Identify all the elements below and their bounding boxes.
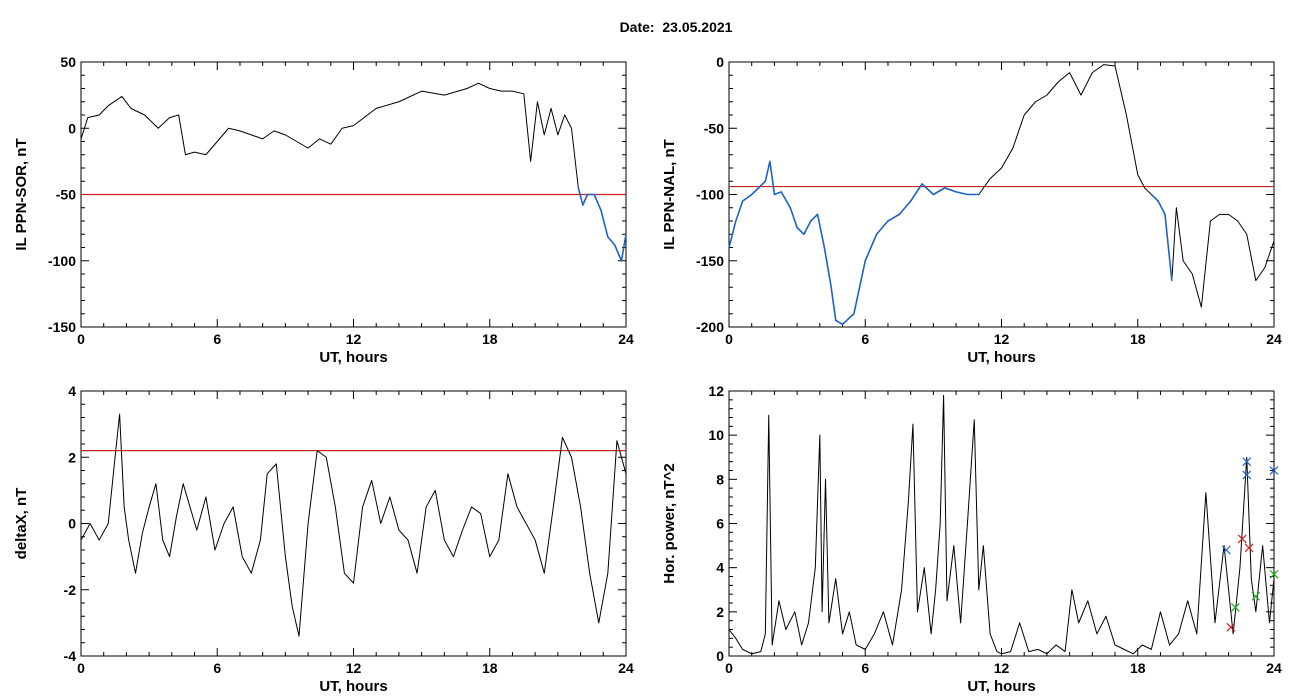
deltax-y-tick-label: -4 [64,648,77,664]
deltax-x-tick-label: 12 [346,660,362,676]
marker-stroke [1244,543,1254,553]
nal-highlight-segment [1150,193,1173,281]
deltax-y-tick-label: -2 [64,582,77,598]
nal-x-tick-label: 24 [1266,331,1282,347]
power-x-tick-label: 12 [994,660,1010,676]
marker-stroke [1237,534,1247,544]
power-marker-red [1237,534,1247,544]
nal-chart: 0 6 12 18 24 0 -50 -100 -150 -200 UT, hours IL PPN-… [661,54,1282,366]
nal-y-tick-label: 0 [716,54,724,70]
sor-y-axis-label: IL PPN-SOR, nT [13,138,30,250]
sor-y-tick-label: -50 [56,187,76,203]
power-marker-blue [1269,466,1279,475]
sor-y-tick-label: -100 [48,253,76,269]
sor-x-tick-label: 6 [213,331,221,347]
nal-series-line [728,64,1275,325]
power-chart: 0 6 12 18 24 12 10 8 6 4 2 0 UT, hours Hor. power, nT… [661,383,1282,695]
power-x-tick-label: 18 [1130,660,1146,676]
power-marker-blue [1221,545,1231,555]
marker-stroke [1230,602,1240,612]
sor-chart: 0 6 12 18 24 50 0 -50 -100 -150 UT, hours IL PPN-SO… [13,54,634,366]
deltax-y-tick-label: 4 [68,383,76,399]
power-series-line [728,394,1275,655]
power-y-tick-label: 10 [708,427,724,443]
sor-x-tick-label: 0 [77,331,85,347]
sor-x-tick-label: 18 [482,331,498,347]
deltax-x-tick-label: 24 [618,660,634,676]
power-marker-blue [1242,457,1252,467]
deltax-y-axis-label: deltaX, nT [13,488,30,560]
power-x-tick-label: 24 [1266,660,1282,676]
sor-x-tick-label: 12 [346,331,362,347]
deltax-x-tick-label: 6 [213,660,221,676]
nal-x-tick-label: 12 [994,331,1010,347]
deltax-x-axis-label: UT, hours [319,678,387,695]
power-marker-green [1269,569,1279,579]
deltax-x-tick-label: 18 [482,660,498,676]
power-marker-red [1226,622,1236,632]
deltax-plot-frame [80,390,627,657]
nal-y-axis-label: IL PPN-NAL, nT [661,139,678,250]
power-y-tick-label: 6 [716,516,724,532]
marker-stroke [1269,569,1279,579]
nal-x-tick-label: 0 [725,331,733,347]
nal-x-tick-label: 6 [861,331,869,347]
sor-x-axis-label: UT, hours [319,349,387,366]
power-y-tick-label: 4 [716,560,724,576]
nal-y-tick-label: -100 [696,187,724,203]
deltax-chart: 0 6 12 18 24 4 2 0 -2 -4 UT, hours deltaX, nT [13,383,634,695]
nal-y-tick-label: -50 [704,120,724,136]
power-y-tick-label: 0 [716,648,724,664]
sor-y-tick-label: 50 [60,54,76,70]
nal-x-axis-label: UT, hours [967,349,1035,366]
power-marker-green [1251,591,1261,601]
date-value: 23.05.2021 [662,19,733,35]
marker-stroke [1226,622,1236,632]
marker-stroke [1242,457,1252,467]
deltax-x-tick-label: 0 [77,660,85,676]
sor-y-tick-label: -150 [48,319,76,335]
nal-y-tick-label: -200 [696,319,724,335]
deltax-y-tick-label: 2 [68,449,76,465]
marker-stroke [1269,466,1279,475]
power-marker-green [1230,602,1240,612]
sor-series-line [80,82,627,262]
power-y-axis-label: Hor. power, nT^2 [661,463,678,583]
deltax-y-tick-label: 0 [68,516,76,532]
sor-y-tick-label: 0 [68,120,76,136]
power-x-tick-label: 0 [725,660,733,676]
marker-stroke [1242,470,1252,480]
power-x-tick-label: 6 [861,660,869,676]
sor-highlight-segment [577,187,627,262]
power-y-tick-label: 2 [716,604,724,620]
nal-highlight-segment [728,160,979,326]
marker-stroke [1251,591,1261,601]
marker-stroke [1221,545,1231,555]
date-title: Date: 23.05.2021 [0,19,1300,35]
nal-plot-frame [728,61,1275,328]
power-y-tick-label: 12 [708,383,724,399]
nal-x-tick-label: 18 [1130,331,1146,347]
power-marker-blue [1242,470,1252,480]
nal-y-tick-label: -150 [696,253,724,269]
power-y-tick-label: 8 [716,471,724,487]
sor-x-tick-label: 24 [618,331,634,347]
power-x-axis-label: UT, hours [967,678,1035,695]
power-marker-red [1244,543,1254,553]
deltax-series-line [80,413,627,637]
date-label: Date: [619,19,655,35]
